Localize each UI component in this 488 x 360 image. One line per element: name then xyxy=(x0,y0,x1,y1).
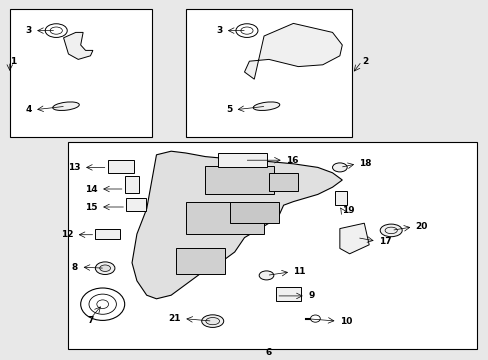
Text: 14: 14 xyxy=(85,185,98,194)
Ellipse shape xyxy=(50,27,62,34)
Bar xyxy=(185,202,264,234)
Bar xyxy=(126,198,145,211)
Circle shape xyxy=(89,294,116,314)
Text: 20: 20 xyxy=(415,222,427,231)
Text: 10: 10 xyxy=(339,317,351,325)
Polygon shape xyxy=(63,32,93,59)
Text: 13: 13 xyxy=(68,163,81,172)
Ellipse shape xyxy=(205,318,219,325)
Bar xyxy=(185,9,351,137)
Ellipse shape xyxy=(201,315,223,328)
Text: 4: 4 xyxy=(25,105,32,114)
Bar xyxy=(276,287,300,301)
Ellipse shape xyxy=(385,227,397,234)
Text: 16: 16 xyxy=(285,156,298,165)
Text: 6: 6 xyxy=(265,348,271,356)
Text: 17: 17 xyxy=(378,237,391,246)
Ellipse shape xyxy=(53,102,79,111)
Text: 8: 8 xyxy=(72,263,78,272)
Text: 1: 1 xyxy=(10,57,16,66)
Ellipse shape xyxy=(332,163,346,172)
Ellipse shape xyxy=(259,271,273,280)
Ellipse shape xyxy=(95,262,115,275)
Bar xyxy=(95,229,120,239)
Ellipse shape xyxy=(253,102,279,111)
Polygon shape xyxy=(244,23,342,79)
Polygon shape xyxy=(132,151,342,299)
Circle shape xyxy=(310,315,320,322)
Text: 21: 21 xyxy=(168,314,181,323)
Bar xyxy=(107,160,134,173)
Text: 7: 7 xyxy=(87,316,94,325)
Text: 2: 2 xyxy=(361,57,367,66)
Text: 12: 12 xyxy=(61,230,73,239)
Bar xyxy=(229,202,278,223)
Text: 15: 15 xyxy=(85,202,98,212)
Polygon shape xyxy=(339,223,368,254)
Circle shape xyxy=(97,300,108,309)
Bar xyxy=(205,166,273,194)
Text: 11: 11 xyxy=(293,267,305,276)
Ellipse shape xyxy=(100,265,110,271)
Text: 5: 5 xyxy=(225,105,232,114)
Text: 19: 19 xyxy=(342,206,354,215)
Bar xyxy=(10,9,151,137)
Bar xyxy=(124,176,139,193)
Bar xyxy=(268,173,298,191)
Bar xyxy=(68,142,476,349)
Bar xyxy=(334,191,346,205)
Circle shape xyxy=(81,288,124,320)
Ellipse shape xyxy=(45,24,67,37)
Text: 3: 3 xyxy=(216,26,222,35)
Ellipse shape xyxy=(380,224,401,237)
Bar xyxy=(217,153,266,167)
Text: 3: 3 xyxy=(25,26,32,35)
Ellipse shape xyxy=(235,24,258,37)
Ellipse shape xyxy=(240,27,253,34)
Text: 9: 9 xyxy=(307,292,314,300)
Text: 18: 18 xyxy=(359,159,371,168)
Bar xyxy=(176,248,224,274)
